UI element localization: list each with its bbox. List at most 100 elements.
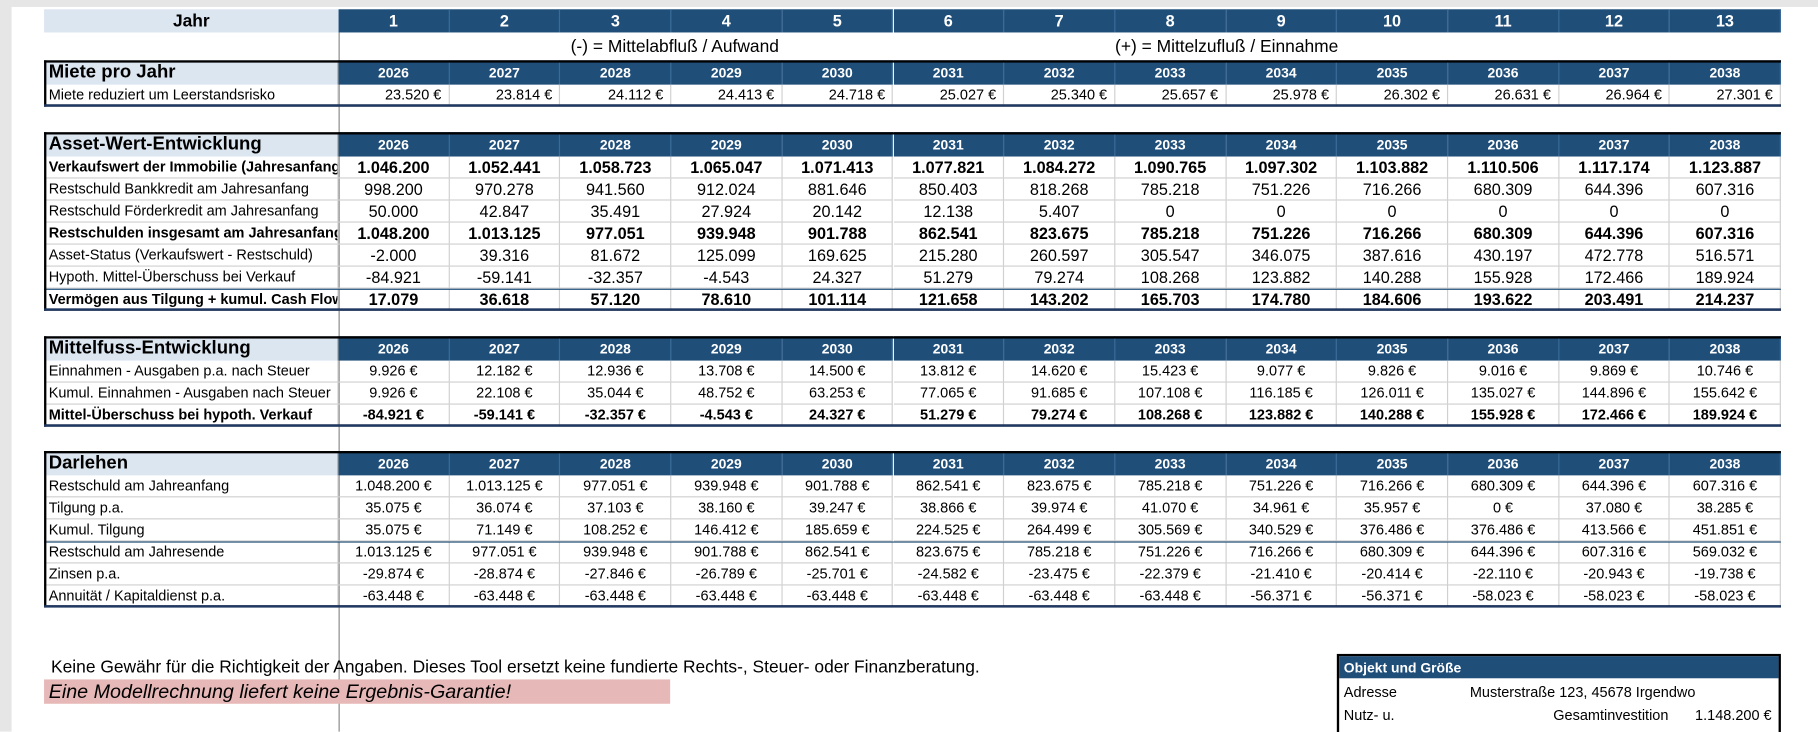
section-bottom-rule xyxy=(44,308,1782,311)
value-cell: 35.044 € xyxy=(560,382,672,405)
value-cell: -22.379 € xyxy=(1115,563,1227,586)
value-cell: 751.226 € xyxy=(1226,475,1338,498)
year-cell: 2027 xyxy=(449,60,561,85)
value-cell: 0 xyxy=(1226,200,1338,223)
year-cell: 2028 xyxy=(560,336,672,361)
value-cell: 413.566 € xyxy=(1559,519,1671,542)
year-index: 10 xyxy=(1337,9,1449,33)
value-cell: 430.197 xyxy=(1448,244,1560,267)
value-cell: -84.921 xyxy=(338,266,450,289)
value-cell: 79.274 xyxy=(1004,266,1116,289)
row-rule xyxy=(44,541,1782,543)
year-cell: 2037 xyxy=(1559,60,1671,85)
year-index: 4 xyxy=(671,9,783,33)
year-cell: 2032 xyxy=(1004,336,1116,361)
value-cell: 107.108 € xyxy=(1115,382,1227,405)
year-cell: 2035 xyxy=(1337,132,1449,157)
year-cell: 2038 xyxy=(1670,60,1781,85)
value-cell: -4.543 xyxy=(671,266,783,289)
year-cell: 2036 xyxy=(1448,132,1560,157)
value-cell: 451.851 € xyxy=(1670,519,1781,542)
value-cell: 823.675 € xyxy=(893,541,1005,564)
value-cell: 9.016 € xyxy=(1448,360,1560,383)
year-cell: 2030 xyxy=(782,336,894,361)
year-cell: 2029 xyxy=(671,132,783,157)
row-label: Asset-Status (Verkaufswert - Restschuld) xyxy=(44,244,339,267)
year-index: 2 xyxy=(449,9,561,33)
year-cell: 2034 xyxy=(1226,451,1338,476)
year-cell: 2032 xyxy=(1004,451,1116,476)
value-cell: 340.529 € xyxy=(1226,519,1338,542)
value-cell: 716.266 € xyxy=(1226,541,1338,564)
year-cell: 2035 xyxy=(1337,336,1449,361)
value-cell: -25.701 € xyxy=(782,563,894,586)
year-cell: 2027 xyxy=(449,451,561,476)
year-cell: 2028 xyxy=(560,132,672,157)
value-cell: 1.117.174 xyxy=(1559,156,1671,179)
value-cell: 15.423 € xyxy=(1115,360,1227,383)
value-cell: 785.218 xyxy=(1115,222,1227,245)
value-cell: -59.141 xyxy=(449,266,561,289)
value-cell: 977.051 € xyxy=(449,541,561,564)
year-cell: 2032 xyxy=(1004,132,1116,157)
value-cell: 12.138 xyxy=(893,200,1005,223)
value-cell: 51.279 xyxy=(893,266,1005,289)
row-label: Tilgung p.a. xyxy=(44,497,339,520)
value-cell: 939.948 xyxy=(671,222,783,245)
info-box xyxy=(1336,653,1781,732)
value-cell: 1.013.125 € xyxy=(449,475,561,498)
value-cell: 123.882 xyxy=(1226,266,1338,289)
value-cell: 140.288 xyxy=(1337,266,1449,289)
value-cell: 41.070 € xyxy=(1115,497,1227,520)
value-cell: 977.051 xyxy=(560,222,672,245)
value-cell: 569.032 € xyxy=(1670,541,1781,564)
value-cell: 881.646 xyxy=(782,178,894,201)
value-cell: -26.789 € xyxy=(671,563,783,586)
value-cell: 1.052.441 xyxy=(449,156,561,179)
value-cell: 1.058.723 xyxy=(560,156,672,179)
value-cell: 35.075 € xyxy=(338,497,450,520)
value-cell: 13.812 € xyxy=(893,360,1005,383)
value-cell: -29.874 € xyxy=(338,563,450,586)
value-cell: 172.466 xyxy=(1559,266,1671,289)
value-cell: 27.924 xyxy=(671,200,783,223)
section-bottom-rule xyxy=(44,424,1782,427)
value-cell: 71.149 € xyxy=(449,519,561,542)
value-cell: 1.071.413 xyxy=(782,156,894,179)
row-header-strip xyxy=(0,0,12,732)
value-cell: 39.316 xyxy=(449,244,561,267)
year-cell: 2026 xyxy=(338,132,450,157)
value-cell: 9.077 € xyxy=(1226,360,1338,383)
year-cell: 2033 xyxy=(1115,336,1227,361)
value-cell: 751.226 € xyxy=(1115,541,1227,564)
row-label: Restschulden insgesamt am Jahresanfang xyxy=(44,222,339,245)
value-cell: -24.582 € xyxy=(893,563,1005,586)
value-cell: 607.316 € xyxy=(1559,541,1671,564)
value-cell: 680.309 xyxy=(1448,178,1560,201)
year-cell: 2030 xyxy=(782,451,894,476)
value-cell: 1.065.047 xyxy=(671,156,783,179)
year-index: 5 xyxy=(782,9,894,33)
value-cell: 9.826 € xyxy=(1337,360,1449,383)
value-cell: 1.013.125 xyxy=(449,222,561,245)
investment: 1.148.200 € xyxy=(1695,707,1772,724)
row-label: Einnahmen - Ausgaben p.a. nach Steuer xyxy=(44,360,339,383)
value-cell: 818.268 xyxy=(1004,178,1116,201)
value-cell: 264.499 € xyxy=(1004,519,1116,542)
value-cell: -2.000 xyxy=(338,244,450,267)
value-cell: 823.675 xyxy=(1004,222,1116,245)
row-label: Kumul. Tilgung xyxy=(44,519,339,542)
section-title: Miete pro Jahr xyxy=(44,60,339,85)
section-title: Asset-Wert-Entwicklung xyxy=(44,132,339,157)
section-title: Darlehen xyxy=(44,451,339,476)
value-cell: 48.752 € xyxy=(671,382,783,405)
legend-plus: (+) = Mittelzufluß / Einnahme xyxy=(1115,36,1339,57)
value-cell: 607.316 xyxy=(1670,178,1781,201)
value-cell: 1.077.821 xyxy=(893,156,1005,179)
year-cell: 2031 xyxy=(893,451,1005,476)
info-title: Objekt und Größe xyxy=(1339,656,1779,679)
section-bottom-rule xyxy=(44,605,1782,608)
value-cell: 9.926 € xyxy=(338,360,450,383)
investment-label: Gesamtinvestition xyxy=(1553,707,1669,724)
